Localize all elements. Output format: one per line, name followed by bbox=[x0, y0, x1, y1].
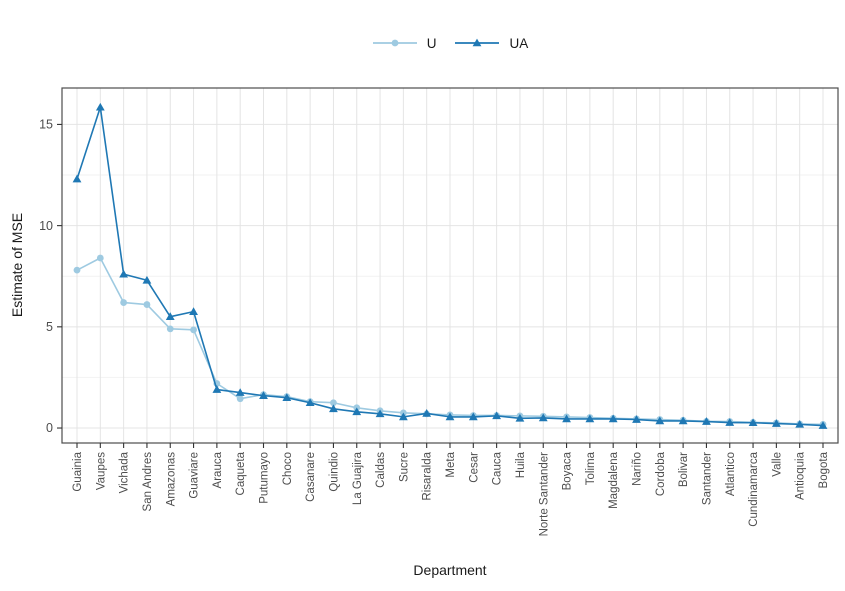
data-point-U bbox=[190, 326, 197, 334]
legend-key-u-line-circle-icon bbox=[372, 39, 417, 47]
x-tick-label: Amazonas bbox=[165, 452, 177, 507]
x-tick-label: Casanare bbox=[305, 452, 317, 502]
data-point-UA bbox=[562, 414, 571, 423]
legend-label-ua: UA bbox=[509, 35, 529, 51]
data-point-UA bbox=[329, 404, 338, 413]
x-tick-label: Nariño bbox=[632, 452, 644, 486]
data-point-UA bbox=[95, 102, 105, 111]
x-tick-label: Cauca bbox=[492, 451, 504, 485]
data-point-UA bbox=[725, 418, 735, 426]
data-point-UA bbox=[818, 421, 828, 429]
legend-label-u: U bbox=[426, 35, 437, 51]
x-tick-label: Risaralda bbox=[422, 451, 434, 500]
data-point-U bbox=[73, 266, 81, 274]
data-point-UA bbox=[282, 393, 292, 401]
data-point-UA bbox=[445, 412, 455, 421]
data-point-UA bbox=[189, 307, 198, 315]
data-point-U bbox=[236, 395, 244, 403]
data-point-UA bbox=[422, 409, 432, 417]
plot-panel: 0 5 10 15 Guainia Vaupes Vichada San Andres Amaz… bbox=[39, 87, 839, 537]
data-point-UA bbox=[655, 416, 665, 425]
data-point-UA bbox=[771, 419, 781, 427]
data-point-UA bbox=[608, 414, 618, 423]
x-tick-label: Vichada bbox=[119, 451, 131, 493]
x-tick-label: Tolima bbox=[585, 451, 597, 485]
data-point-UA bbox=[142, 275, 152, 284]
data-point-U bbox=[120, 299, 128, 306]
x-tick-label: Caqueta bbox=[235, 451, 247, 495]
x-tick-label: Meta bbox=[445, 451, 457, 477]
x-tick-label: Valle bbox=[771, 452, 783, 477]
data-point-UA bbox=[468, 412, 478, 421]
data-point-UA bbox=[352, 407, 362, 416]
x-tick-label: Antioquia bbox=[795, 451, 807, 500]
y-tick-label: 5 bbox=[46, 320, 53, 334]
data-point-U bbox=[143, 301, 151, 308]
x-tick-label: Choco bbox=[282, 452, 294, 485]
data-point-UA bbox=[398, 412, 408, 421]
data-point-U bbox=[166, 325, 174, 333]
x-tick-label: Vaupes bbox=[95, 452, 107, 490]
data-point-UA bbox=[165, 312, 175, 321]
x-tick-label: Sucre bbox=[398, 452, 410, 482]
data-point-UA bbox=[678, 416, 688, 425]
data-point-UA bbox=[748, 418, 758, 427]
gridlines-major bbox=[62, 88, 838, 443]
x-tick-label: Norte Santander bbox=[538, 452, 550, 537]
data-point-UA bbox=[305, 398, 315, 407]
data-point-U bbox=[96, 254, 104, 262]
data-point-UA bbox=[492, 411, 502, 420]
data-point-UA bbox=[632, 415, 641, 423]
data-point-U bbox=[330, 399, 337, 407]
x-tick-label: Arauca bbox=[212, 451, 224, 488]
data-point-UA bbox=[795, 419, 805, 428]
x-tick-label: Cesar bbox=[468, 452, 480, 483]
data-point-UA bbox=[538, 413, 548, 422]
x-tick-label: Bolivar bbox=[678, 452, 690, 487]
y-axis-title: Estimate of MSE bbox=[9, 212, 25, 318]
axis-ticks: 0 5 10 15 Guainia Vaupes Vichada San Andres Amaz… bbox=[39, 118, 830, 537]
data-point-UA bbox=[119, 269, 129, 278]
x-tick-label: La Guajira bbox=[352, 451, 364, 505]
x-tick-label: Atlantico bbox=[725, 452, 737, 496]
data-point-UA bbox=[515, 413, 525, 422]
x-tick-label: Boyaca bbox=[562, 451, 574, 490]
x-tick-label: Guaviare bbox=[189, 452, 201, 499]
chart-legend: U UA bbox=[62, 30, 838, 56]
x-tick-label: Magdalena bbox=[608, 451, 620, 509]
data-point-UA bbox=[259, 391, 268, 399]
data-point-UA bbox=[72, 174, 82, 183]
x-tick-label: Huila bbox=[515, 451, 527, 478]
x-tick-label: Quindio bbox=[328, 452, 340, 492]
x-tick-label: Santander bbox=[701, 452, 713, 505]
y-tick-label: 0 bbox=[46, 421, 53, 435]
legend-item-u: U bbox=[372, 35, 437, 51]
x-tick-label: San Andres bbox=[142, 452, 154, 512]
x-tick-label: Caldas bbox=[375, 452, 387, 488]
x-axis-title: Department bbox=[413, 562, 487, 578]
data-point-UA bbox=[235, 388, 245, 396]
data-point-UA bbox=[212, 385, 222, 393]
legend-item-ua: UA bbox=[454, 35, 528, 51]
series-UA bbox=[72, 102, 828, 429]
x-tick-label: Cundinamarca bbox=[748, 451, 760, 526]
data-point-UA bbox=[702, 417, 711, 425]
data-point-UA bbox=[375, 409, 385, 418]
y-tick-label: 15 bbox=[39, 118, 53, 132]
data-point-UA bbox=[585, 414, 595, 423]
x-tick-label: Cordoba bbox=[655, 451, 667, 496]
x-tick-label: Guainia bbox=[72, 451, 84, 491]
legend-key-ua-line-triangle-icon bbox=[455, 38, 500, 47]
x-tick-label: Bogota bbox=[818, 451, 830, 488]
x-tick-label: Putumayo bbox=[259, 452, 271, 504]
y-tick-label: 10 bbox=[39, 219, 53, 233]
